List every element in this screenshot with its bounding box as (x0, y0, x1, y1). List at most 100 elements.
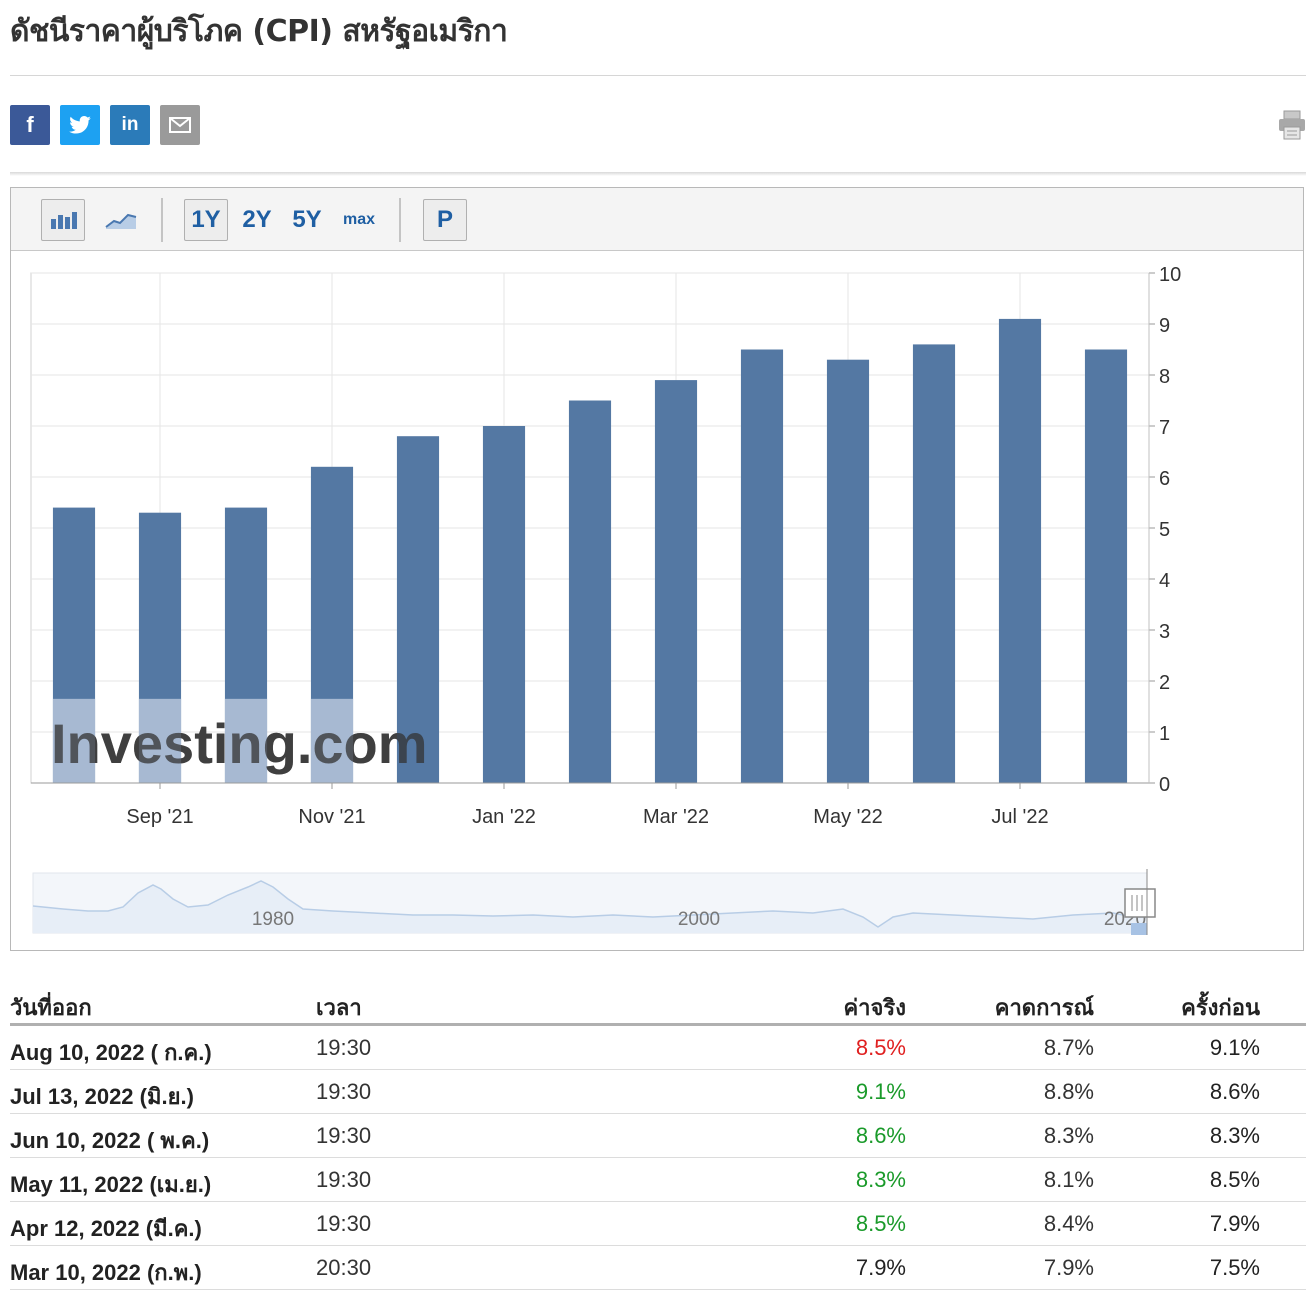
twitter-share-button[interactable] (60, 105, 100, 145)
bar-chart-icon (51, 212, 77, 229)
release-date: Apr 12, 2022 (มี.ค.) (10, 1216, 202, 1241)
x-tick-label: Nov '21 (298, 806, 365, 828)
previous-value: 8.3% (1209, 1123, 1260, 1148)
previous-value: 7.5% (1209, 1255, 1260, 1280)
table-header-row: วันที่ออก เวลา ค่าจริง คาดการณ์ ครั้งก่อ… (10, 982, 1306, 1026)
area-chart-icon (105, 213, 137, 229)
y-tick-label: 7 (1159, 417, 1170, 439)
bar-watermark-tint (224, 698, 268, 783)
forecast-value: 8.7% (1043, 1035, 1094, 1060)
actual-value: 8.5% (855, 1211, 906, 1236)
bar-chart-type-button[interactable] (41, 199, 85, 241)
navigator-line (32, 880, 1147, 928)
navigator-year-label: 1980 (252, 909, 294, 930)
header-divider (10, 172, 1306, 176)
y-tick-label: 0 (1159, 774, 1170, 796)
x-tick-label: Jul '22 (991, 806, 1048, 828)
x-tick-label: Sep '21 (126, 806, 193, 828)
previous-value: 7.9% (1209, 1211, 1260, 1236)
y-tick-label: 2 (1159, 672, 1170, 694)
chart-toolbar: 1Y 2Y 5Y max P (11, 188, 1303, 251)
title-divider (10, 75, 1306, 76)
release-date: May 11, 2022 (เม.ย.) (10, 1172, 212, 1197)
release-date: Mar 10, 2022 (ก.พ.) (10, 1260, 202, 1285)
header-actual: ค่าจริง (843, 995, 906, 1020)
release-date: Jun 10, 2022 ( พ.ค.) (10, 1128, 210, 1153)
header-time: เวลา (316, 995, 362, 1020)
bar-watermark-tint (52, 698, 96, 783)
forecast-value: 8.1% (1043, 1167, 1094, 1192)
release-time: 19:30 (316, 1079, 372, 1104)
actual-value: 8.5% (855, 1035, 906, 1060)
header-previous: ครั้งก่อน (1181, 995, 1260, 1020)
email-share-button[interactable] (160, 105, 200, 145)
investing-watermark-overlay: Investing.com (51, 712, 428, 775)
range-2y-button[interactable]: 2Y (242, 206, 272, 233)
p-button[interactable]: P (423, 199, 467, 241)
bar-chart: 0 1 2 3 4 5 6 7 8 9 10 Sep '21 Nov '21 Jan '22 Mar '22… (30, 264, 1181, 935)
bar (826, 359, 870, 783)
print-icon[interactable] (1278, 109, 1306, 141)
email-icon (169, 117, 191, 133)
release-time: 19:30 (316, 1123, 372, 1148)
y-tick-label: 3 (1159, 621, 1170, 643)
bar (1084, 349, 1128, 783)
toolbar-separator (161, 198, 163, 242)
y-tick-label: 4 (1159, 570, 1170, 592)
x-tick-label: Jan '22 (472, 806, 536, 828)
table-row: Jul 13, 2022 (มิ.ย.) 19:30 9.1% 8.8% 8.6% (10, 1070, 1306, 1114)
table-row: Aug 10, 2022 ( ก.ค.) 19:30 8.5% 8.7% 9.1% (10, 1026, 1306, 1070)
navigator-handle[interactable] (1124, 888, 1156, 918)
facebook-share-button[interactable]: f (10, 105, 50, 145)
linkedin-share-button[interactable]: in (110, 105, 150, 145)
actual-value: 8.6% (855, 1123, 906, 1148)
area-chart-type-button[interactable] (99, 199, 143, 241)
bar (912, 344, 956, 783)
actual-value: 8.3% (855, 1167, 906, 1192)
actual-value: 9.1% (855, 1079, 906, 1104)
range-5y-button[interactable]: 5Y (292, 206, 322, 233)
bar-watermark-tint (310, 698, 354, 783)
twitter-icon (69, 116, 91, 134)
x-tick-label: Mar '22 (643, 806, 709, 828)
forecast-value: 8.3% (1043, 1123, 1094, 1148)
table-row: Mar 10, 2022 (ก.พ.) 20:30 7.9% 7.9% 7.5% (10, 1246, 1306, 1290)
table-row: May 11, 2022 (เม.ย.) 19:30 8.3% 8.1% 8.5% (10, 1158, 1306, 1202)
range-max-button[interactable]: max (342, 211, 376, 228)
navigator-selection (1131, 923, 1147, 935)
toolbar-separator (399, 198, 401, 242)
page-title: ดัชนีราคาผู้บริโภค (CPI) สหรัฐอเมริกา (10, 14, 508, 49)
bar (396, 436, 440, 783)
forecast-value: 8.4% (1043, 1211, 1094, 1236)
x-tick-label: May '22 (813, 806, 882, 828)
header-forecast: คาดการณ์ (994, 995, 1094, 1020)
release-time: 20:30 (316, 1255, 372, 1280)
forecast-value: 8.8% (1043, 1079, 1094, 1104)
y-tick-label: 10 (1159, 264, 1181, 286)
forecast-value: 7.9% (1043, 1255, 1094, 1280)
y-tick-label: 5 (1159, 519, 1170, 541)
bar (740, 349, 784, 783)
bar (998, 318, 1042, 783)
previous-value: 8.6% (1209, 1079, 1260, 1104)
bar (654, 380, 698, 783)
facebook-icon: f (26, 112, 34, 137)
previous-value: 9.1% (1209, 1035, 1260, 1060)
release-time: 19:30 (316, 1035, 372, 1060)
bar-watermark-tint (138, 698, 182, 783)
y-tick-label: 1 (1159, 723, 1170, 745)
table-row: Jun 10, 2022 ( พ.ค.) 19:30 8.6% 8.3% 8.3% (10, 1114, 1306, 1158)
chart-container: 1Y 2Y 5Y max P 0 1 2 3 4 5 6 7 8 9 10 Sep '21 Nov '2… (10, 187, 1304, 951)
y-tick-label: 6 (1159, 468, 1170, 490)
actual-value: 7.9% (855, 1255, 906, 1280)
navigator-area (33, 881, 1147, 933)
table-row: Apr 12, 2022 (มี.ค.) 19:30 8.5% 8.4% 7.9% (10, 1202, 1306, 1246)
release-time: 19:30 (316, 1211, 372, 1236)
range-1y-button[interactable]: 1Y (184, 199, 228, 241)
release-time: 19:30 (316, 1167, 372, 1192)
release-date: Jul 13, 2022 (มิ.ย.) (10, 1084, 194, 1109)
previous-value: 8.5% (1209, 1167, 1260, 1192)
linkedin-icon: in (121, 114, 139, 135)
header-date: วันที่ออก (10, 995, 92, 1020)
y-tick-label: 9 (1159, 315, 1170, 337)
